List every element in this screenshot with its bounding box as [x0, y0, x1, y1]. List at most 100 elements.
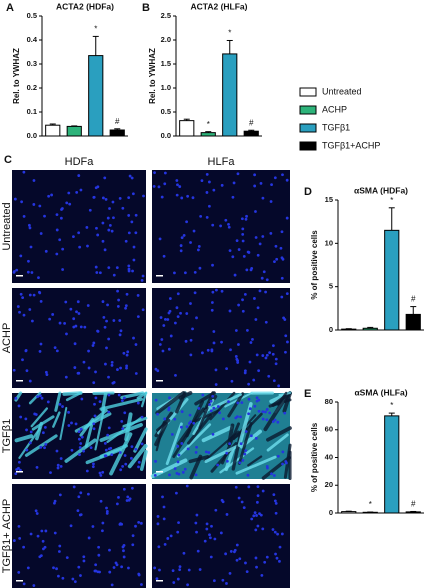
nucleus: [280, 295, 284, 299]
nucleus: [59, 465, 63, 468]
nucleus: [231, 255, 235, 259]
nucleus: [265, 464, 269, 468]
significance-marker: *: [369, 500, 372, 509]
micrograph: [150, 391, 292, 481]
nucleus: [103, 248, 107, 252]
nucleus: [178, 568, 182, 572]
nucleus: [36, 395, 40, 399]
panel-letter: A: [6, 2, 14, 14]
nucleus: [258, 242, 262, 246]
micrograph-bg: [12, 484, 146, 588]
nucleus: [213, 537, 217, 541]
nucleus: [234, 416, 238, 420]
nucleus: [244, 430, 248, 433]
nucleus: [117, 298, 121, 302]
nucleus: [130, 486, 134, 490]
nucleus: [28, 379, 32, 383]
nucleus: [247, 397, 251, 401]
nucleus: [108, 207, 111, 210]
nucleus: [32, 293, 36, 297]
nucleus: [86, 244, 89, 248]
nucleus: [131, 534, 135, 538]
nucleus: [228, 442, 232, 446]
nucleus: [178, 185, 182, 188]
bar: [362, 327, 378, 331]
nucleus: [30, 271, 34, 274]
nucleus: [201, 351, 204, 355]
nucleus: [221, 417, 225, 421]
nucleus: [214, 508, 218, 512]
scale-bar: [156, 380, 163, 382]
y-tick-label: 0: [329, 508, 333, 517]
nucleus: [277, 384, 281, 388]
nucleus: [94, 563, 98, 567]
nucleus: [106, 303, 109, 307]
nucleus: [156, 412, 159, 416]
scale-bar: [16, 471, 23, 473]
nucleus: [246, 250, 250, 254]
nucleus: [210, 308, 214, 312]
nucleus: [168, 396, 171, 400]
nucleus: [131, 192, 135, 196]
fiber: [99, 422, 143, 443]
nucleus: [140, 442, 144, 446]
nucleus: [58, 550, 61, 553]
nucleus: [52, 566, 55, 570]
nucleus: [176, 315, 180, 319]
micrograph-bg: [152, 484, 290, 588]
nucleus: [225, 459, 229, 463]
nucleus: [195, 316, 198, 320]
nucleus: [270, 472, 273, 476]
fiber: [52, 411, 61, 428]
bar: [341, 511, 357, 514]
nucleus: [183, 467, 187, 471]
nucleus: [250, 267, 254, 270]
nucleus: [94, 396, 98, 400]
nucleus: [167, 408, 171, 412]
nucleus: [125, 364, 129, 368]
nucleus: [197, 407, 201, 410]
nucleus: [77, 495, 81, 499]
row-label: Untreated: [1, 202, 13, 250]
nucleus: [67, 410, 70, 414]
nucleus: [224, 552, 228, 556]
nucleus: [44, 529, 48, 533]
nucleus: [275, 556, 279, 560]
nucleus: [14, 396, 18, 400]
fiber: [209, 391, 236, 421]
nucleus: [18, 468, 22, 472]
nucleus: [276, 454, 280, 458]
y-axis-label: Rel. to YWHAZ: [148, 48, 157, 104]
fiber: [227, 423, 235, 446]
nucleus: [45, 373, 49, 377]
nucleus: [211, 263, 214, 267]
nucleus: [235, 357, 239, 361]
nucleus: [171, 569, 175, 572]
nucleus: [21, 358, 24, 362]
fiber: [237, 422, 253, 465]
nucleus: [104, 454, 108, 458]
nucleus: [110, 583, 114, 587]
nucleus: [255, 514, 258, 517]
nucleus: [53, 531, 57, 535]
nucleus: [55, 349, 59, 353]
nucleus: [235, 543, 239, 547]
nucleus: [22, 313, 26, 317]
nucleus: [96, 233, 100, 237]
nucleus: [228, 309, 232, 313]
nucleus: [78, 453, 81, 456]
nucleus: [158, 568, 161, 572]
nucleus: [211, 432, 215, 436]
nucleus: [107, 266, 111, 270]
nucleus: [61, 247, 65, 251]
nucleus: [278, 545, 282, 549]
nucleus: [194, 521, 198, 525]
nucleus: [38, 290, 41, 294]
nucleus: [248, 360, 252, 364]
nucleus: [283, 411, 287, 415]
nucleus: [233, 550, 236, 554]
bar: [88, 55, 104, 137]
nucleus: [205, 191, 209, 194]
nucleus: [85, 469, 89, 473]
nucleus: [227, 225, 231, 229]
